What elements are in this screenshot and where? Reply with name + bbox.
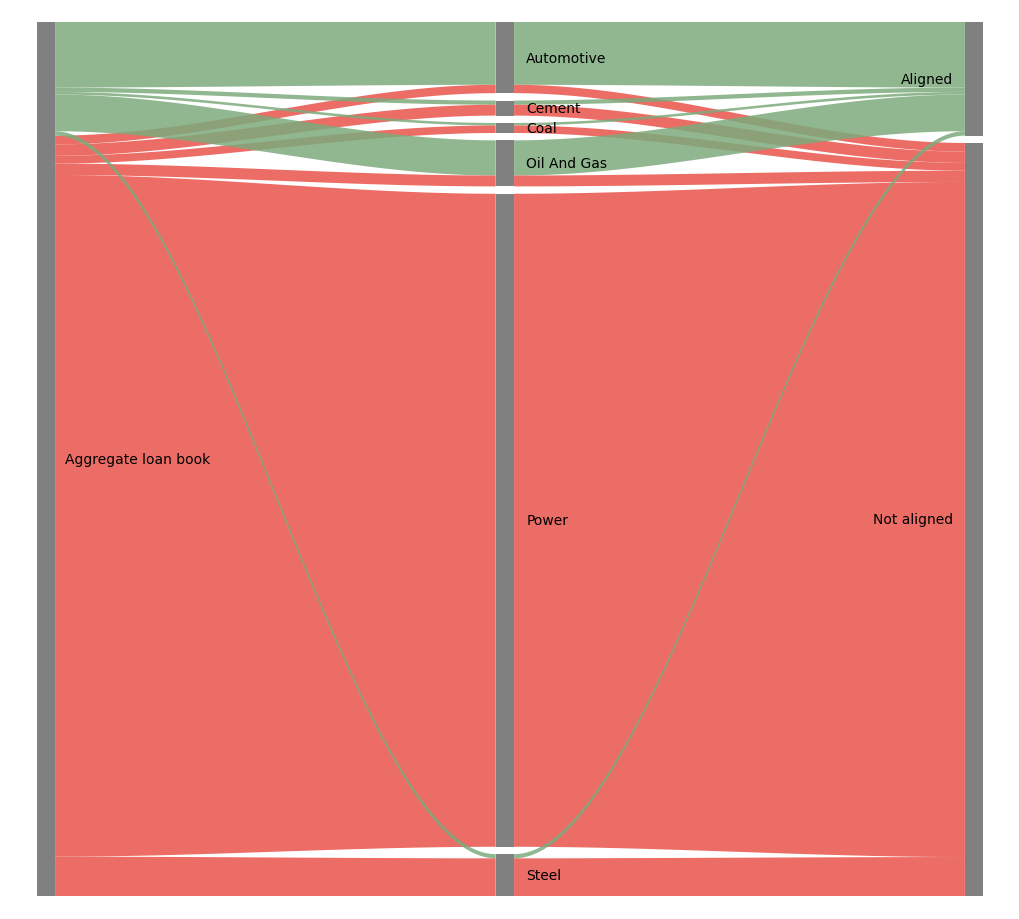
Bar [495,23,514,94]
Text: Automotive: Automotive [526,51,606,65]
Bar [495,855,514,896]
Polygon shape [55,96,495,176]
Polygon shape [55,176,495,857]
Polygon shape [55,23,495,88]
Polygon shape [514,126,964,172]
Text: Steel: Steel [526,868,560,882]
Polygon shape [514,96,964,176]
Bar [495,124,514,134]
Text: Cement: Cement [526,102,580,116]
Polygon shape [514,85,964,153]
Polygon shape [514,88,964,106]
Polygon shape [55,165,495,187]
Polygon shape [514,183,964,857]
Polygon shape [514,106,964,164]
Text: Power: Power [526,514,568,528]
Polygon shape [55,126,495,165]
Polygon shape [514,93,964,126]
Text: Not aligned: Not aligned [871,513,952,527]
Bar [495,101,514,117]
Polygon shape [514,23,964,88]
Polygon shape [514,857,964,896]
Text: Aligned: Aligned [900,73,952,86]
Polygon shape [514,172,964,187]
Polygon shape [55,93,495,126]
Text: Oil And Gas: Oil And Gas [526,157,606,171]
Polygon shape [55,106,495,156]
Bar [964,144,982,896]
Bar [37,23,55,896]
Bar [495,195,514,847]
Text: Aggregate loan book: Aggregate loan book [65,452,210,467]
Text: Coal: Coal [526,122,556,136]
Polygon shape [514,132,964,858]
Polygon shape [55,85,495,145]
Polygon shape [55,88,495,106]
Polygon shape [55,857,495,896]
Polygon shape [55,132,495,858]
Bar [964,23,982,136]
Bar [495,142,514,187]
